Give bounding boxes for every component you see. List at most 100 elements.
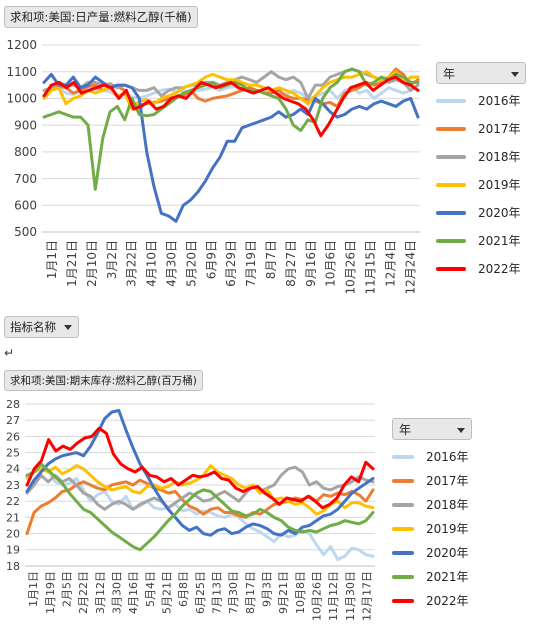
y-tick-label: 28	[6, 398, 20, 411]
x-tick-label: 4月10日	[145, 240, 159, 287]
y-tick-label: 26	[6, 430, 20, 443]
x-tick-label: 4月30日	[165, 240, 179, 287]
x-tick-label: 10月26日	[344, 240, 358, 295]
chart2-legend-filter-button[interactable]: 年	[392, 418, 472, 440]
x-tick-label: 2月5日	[61, 571, 74, 607]
x-tick-label: 3月2日	[105, 240, 119, 279]
indicator-name-label: 指标名称	[10, 320, 56, 334]
y-tick-label: 22	[6, 495, 20, 508]
x-tick-label: 7月13日	[211, 571, 224, 614]
legend-label: 2016年	[478, 94, 521, 108]
legend-swatch	[436, 211, 466, 215]
paragraph-mark: ↵	[4, 346, 15, 360]
legend-label: 2018年	[426, 498, 469, 512]
x-tick-label: 2月10日	[85, 240, 99, 287]
x-tick-label: 3月30日	[111, 571, 124, 614]
x-tick-label: 1月19日	[44, 571, 57, 614]
series-line-2019	[42, 70, 420, 111]
series-line-2022	[25, 426, 375, 510]
y-tick-label: 800	[14, 145, 37, 159]
x-tick-label: 12月24日	[403, 240, 417, 295]
x-tick-label: 4月16日	[127, 571, 140, 614]
y-tick-label: 21	[6, 511, 20, 524]
chart1-legend: 年 2016年 2017年 2018年 2019年 2020年 2021年 2022年	[436, 62, 528, 282]
series-line-2020	[25, 409, 375, 537]
series-line-2018	[25, 465, 375, 511]
chevron-down-icon	[511, 72, 519, 77]
legend-label: 2017年	[426, 474, 469, 488]
legend-label: 2017年	[478, 122, 521, 136]
x-tick-label: 10月6日	[324, 240, 338, 287]
x-tick-label: 6月25日	[194, 571, 207, 614]
legend-swatch	[392, 479, 414, 483]
x-tick-label: 1月1日	[27, 571, 40, 607]
chart1-title-button[interactable]: 求和项:美国:日产量:燃料乙醇(千桶)	[4, 6, 198, 28]
x-tick-label: 11月12日	[327, 571, 340, 621]
series-line-2021	[25, 462, 375, 552]
series-line-2022	[42, 75, 420, 138]
x-tick-label: 7月30日	[227, 571, 240, 614]
x-tick-label: 12月4日	[383, 240, 397, 287]
legend-swatch	[436, 267, 466, 271]
legend-swatch	[436, 183, 466, 187]
chart1-legend-filter-button[interactable]: 年	[436, 62, 526, 84]
legend-label: 2018年	[478, 150, 521, 164]
y-tick-label: 1200	[6, 38, 37, 52]
y-tick-label: 700	[14, 172, 37, 186]
chart1-legend-title: 年	[443, 67, 456, 81]
y-tick-label: 23	[6, 479, 20, 492]
x-tick-label: 8月27日	[284, 240, 298, 287]
y-tick-label: 24	[6, 463, 20, 476]
y-tick-label: 1100	[6, 65, 37, 79]
legend-swatch	[392, 599, 414, 603]
y-tick-label: 500	[14, 225, 37, 239]
legend-swatch	[392, 455, 414, 459]
indicator-name-filter[interactable]: 指标名称	[4, 316, 79, 338]
legend-swatch	[436, 155, 466, 159]
legend-label: 2021年	[478, 234, 521, 248]
x-tick-label: 5月21日	[161, 571, 174, 614]
y-tick-label: 600	[14, 198, 37, 212]
legend-label: 2019年	[426, 522, 469, 536]
y-tick-label: 19	[6, 544, 20, 557]
legend-label: 2019年	[478, 178, 521, 192]
x-tick-label: 5月20日	[184, 240, 198, 287]
x-tick-label: 9月3日	[261, 571, 274, 607]
x-tick-label: 8月7日	[264, 240, 278, 279]
x-tick-label: 2月22日	[77, 571, 90, 614]
x-tick-label: 5月4日	[144, 571, 157, 607]
x-tick-label: 8月17日	[244, 571, 257, 614]
legend-label: 2020年	[478, 206, 521, 220]
x-tick-label: 1月1日	[45, 240, 59, 279]
chevron-down-icon	[457, 428, 465, 433]
legend-swatch	[436, 127, 466, 131]
x-tick-label: 11月15日	[363, 240, 377, 295]
x-tick-label: 12月17日	[361, 571, 374, 621]
y-tick-label: 18	[6, 560, 20, 573]
x-tick-label: 10月26日	[311, 571, 324, 621]
chart2-legend: 年 2016年 2017年 2018年 2019年 2020年 2021年 2022年	[392, 418, 528, 618]
x-tick-label: 6月29日	[224, 240, 238, 287]
x-tick-label: 7月19日	[244, 240, 258, 287]
chart2-title-button[interactable]: 求和项:美国:期末库存:燃料乙醇(百万桶)	[4, 370, 203, 391]
x-tick-label: 6月8日	[177, 571, 190, 607]
chevron-down-icon	[64, 325, 72, 330]
legend-label: 2020年	[426, 546, 469, 560]
chart2-legend-title: 年	[399, 423, 412, 437]
y-tick-label: 20	[6, 527, 20, 540]
legend-swatch	[436, 99, 466, 103]
y-tick-label: 900	[14, 118, 37, 132]
x-tick-label: 9月21日	[277, 571, 290, 614]
x-tick-label: 1月21日	[65, 240, 79, 287]
x-tick-label: 3月22日	[125, 240, 139, 287]
legend-label: 2016年	[426, 450, 469, 464]
x-tick-label: 9月16日	[304, 240, 318, 287]
legend-swatch	[392, 575, 414, 579]
x-tick-label: 3月12日	[94, 571, 107, 614]
legend-label: 2021年	[426, 570, 469, 584]
x-tick-label: 11月30日	[344, 571, 357, 621]
x-tick-label: 10月8日	[294, 571, 307, 614]
y-tick-label: 27	[6, 414, 20, 427]
y-tick-label: 25	[6, 446, 20, 459]
y-tick-label: 1000	[6, 92, 37, 106]
